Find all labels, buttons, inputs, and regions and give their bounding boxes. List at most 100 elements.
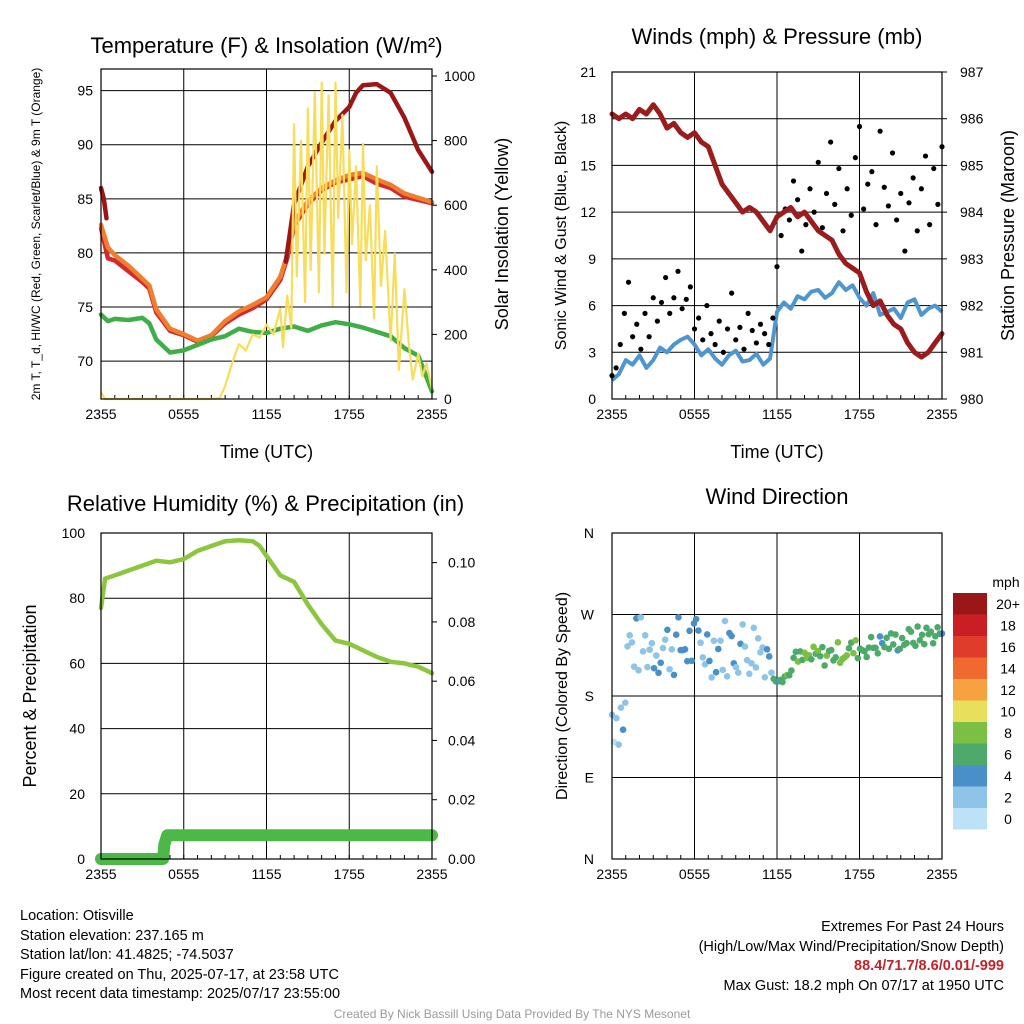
gust-point (716, 318, 722, 324)
y2-tick-label: 981 (960, 344, 984, 360)
x-tick-label: 0555 (168, 866, 199, 882)
plot-frame (611, 71, 943, 400)
direction-point (843, 652, 851, 659)
station-info: Location: Otisville Station elevation: 2… (20, 907, 340, 1005)
legend-label: 12 (1000, 682, 1016, 698)
direction-point (688, 657, 696, 665)
direction-point (692, 615, 700, 623)
direction-point (659, 644, 667, 652)
direction-point (810, 643, 817, 651)
y-tick-label: 80 (69, 590, 85, 606)
direction-point (641, 631, 649, 639)
legend-swatch (953, 722, 987, 744)
extremes-box: Extremes For Past 24 Hours (High/Low/Max… (699, 918, 1004, 996)
gust-point (724, 326, 731, 332)
direction-point (790, 654, 797, 662)
gust-point (667, 310, 673, 316)
direction-point (670, 671, 678, 679)
direction-point (914, 623, 921, 630)
y2-tick-label: 980 (960, 391, 984, 407)
direction-point (719, 666, 727, 674)
direction-point (819, 643, 826, 651)
direction-point (861, 648, 868, 655)
x-axis-label: Time (UTC) (730, 442, 823, 462)
legend-swatch (953, 700, 987, 722)
legend-label: 20+ (996, 596, 1020, 612)
gust-point (869, 169, 875, 175)
y2-tick-label: 984 (960, 204, 984, 220)
gust-point (712, 341, 718, 348)
series-rh-line (98, 537, 435, 676)
legend-swatch (953, 614, 987, 636)
direction-point (746, 670, 753, 678)
gust-point (741, 346, 747, 352)
gust-point (696, 315, 702, 321)
direction-point (850, 649, 857, 657)
y2-tick-label: 986 (960, 111, 984, 127)
direction-point (635, 666, 642, 674)
x-tick-label: 0555 (679, 406, 710, 422)
legend-label: 2 (1004, 790, 1012, 806)
direction-point (626, 631, 634, 639)
direction-point (619, 726, 627, 734)
gust-point (720, 349, 726, 355)
y-tick-label: 90 (77, 137, 93, 153)
gust-point (910, 175, 916, 181)
direction-point (666, 665, 673, 673)
x-tick-label: 1755 (844, 406, 875, 422)
gust-point (766, 341, 772, 348)
direction-point (748, 659, 755, 667)
direction-point (672, 631, 680, 639)
direction-point (650, 664, 658, 672)
gust-point (844, 186, 850, 192)
direction-point (646, 646, 653, 653)
legend-title: mph (992, 574, 1019, 590)
y-tick-label: 18 (580, 111, 596, 127)
direction-point (916, 637, 924, 644)
y2-tick-label: 0.08 (448, 614, 475, 630)
direction-point (715, 645, 722, 653)
direction-point (832, 654, 839, 661)
series-heat-line (98, 185, 109, 221)
y-tick-label: 75 (77, 299, 93, 315)
direction-point (657, 659, 665, 667)
extremes-subtitle: (High/Low/Max Wind/Precipitation/Snow De… (698, 938, 1004, 955)
legend-label: 0 (1004, 811, 1012, 827)
series-dew-line (98, 312, 435, 394)
y-tick-label: 3 (588, 344, 596, 360)
direction-point (929, 639, 937, 647)
gust-point (898, 190, 904, 197)
x-tick-label: 1755 (334, 866, 365, 882)
gust-point (691, 326, 698, 332)
y2-tick-label: 400 (444, 262, 468, 278)
direction-point (907, 628, 915, 636)
x-tick-label: 1155 (762, 866, 792, 882)
gust-point (795, 197, 801, 203)
x-tick-label: 0555 (679, 866, 710, 882)
y-tick-label: 9 (588, 251, 596, 267)
gust-point (914, 228, 920, 234)
legend-label: 16 (1000, 639, 1016, 655)
y-tick-label: W (581, 607, 595, 623)
chart-title: Winds (mph) & Pressure (mb) (632, 24, 923, 49)
gust-point (762, 331, 768, 337)
direction-point (788, 667, 795, 674)
plot-frame (611, 532, 943, 860)
legend-swatch (953, 679, 987, 701)
direction-point (816, 652, 824, 660)
y-axis-label: Direction (Colored By Speed) (554, 592, 571, 800)
direction-point (710, 637, 718, 645)
gust-point (894, 217, 900, 223)
x-tick-label: 2355 (926, 866, 957, 882)
legend-label: 6 (1004, 747, 1012, 763)
direction-point (706, 657, 713, 665)
x-tick-label: 1155 (251, 866, 281, 882)
gust-point (638, 346, 644, 352)
direction-point (717, 637, 724, 644)
y2-tick-label: 982 (960, 298, 984, 314)
gust-point (778, 232, 784, 239)
direction-point (639, 648, 647, 655)
y2-tick-label: 0.04 (448, 732, 475, 748)
direction-point (675, 614, 682, 621)
direction-point (927, 628, 935, 636)
